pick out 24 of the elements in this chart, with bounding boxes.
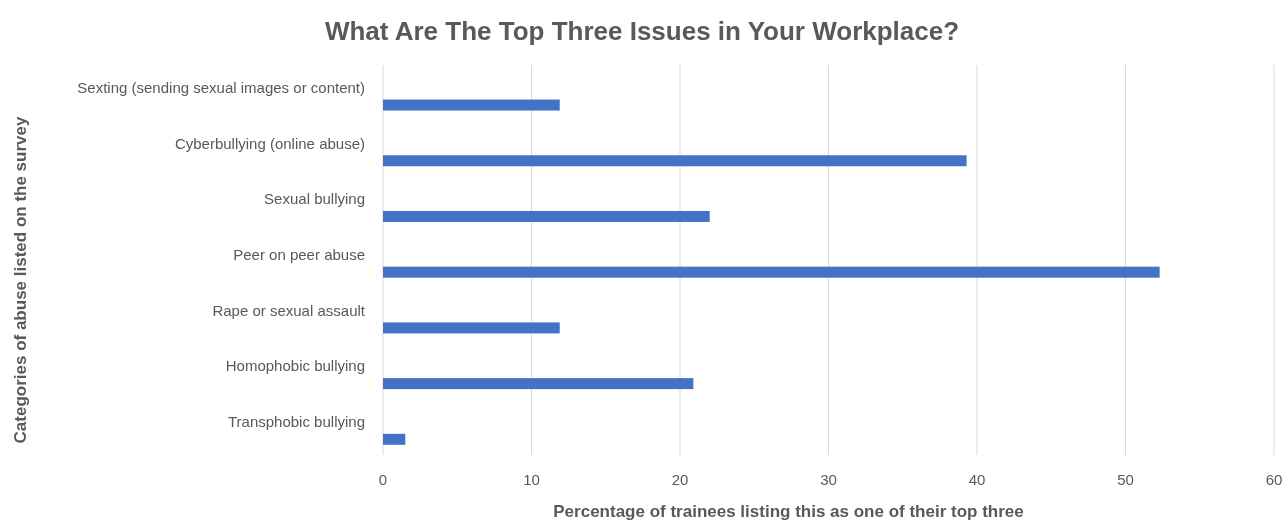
x-tick-label: 50 (1117, 471, 1134, 488)
x-tick-label: 0 (378, 471, 388, 488)
y-tick-label: Peer on peer abuse (233, 246, 365, 263)
bar (383, 99, 560, 111)
bar (383, 322, 560, 334)
y-tick-label: Sexting (sending sexual images or content) (77, 78, 365, 96)
y-tick-label: Transphobic bullying (227, 413, 365, 431)
x-tick-label: 10 (523, 471, 540, 488)
x-tick-label: 30 (820, 471, 837, 488)
y-tick-label: Cyberbullying (online abuse) (174, 134, 365, 152)
y-tick-label: Sexual bullying (264, 190, 365, 208)
bar (383, 266, 1160, 278)
chart-title: What Are The Top Three Issues in Your Workplace? (324, 16, 960, 46)
y-tick-label: Rape or sexual assault (212, 301, 366, 319)
y-tick-label: Homophobic bullying (225, 357, 365, 375)
bar (383, 433, 406, 445)
bar (383, 210, 710, 222)
x-tick-label: 20 (671, 471, 689, 488)
bar (383, 155, 967, 167)
bar (383, 378, 694, 390)
x-tick-label: 40 (968, 471, 986, 488)
x-tick-label: 60 (1265, 471, 1283, 488)
x-axis-title: Percentage of trainees listing this as one of their top three (553, 502, 1024, 520)
y-axis-title: Categories of abuse listed on the survey (11, 116, 30, 444)
